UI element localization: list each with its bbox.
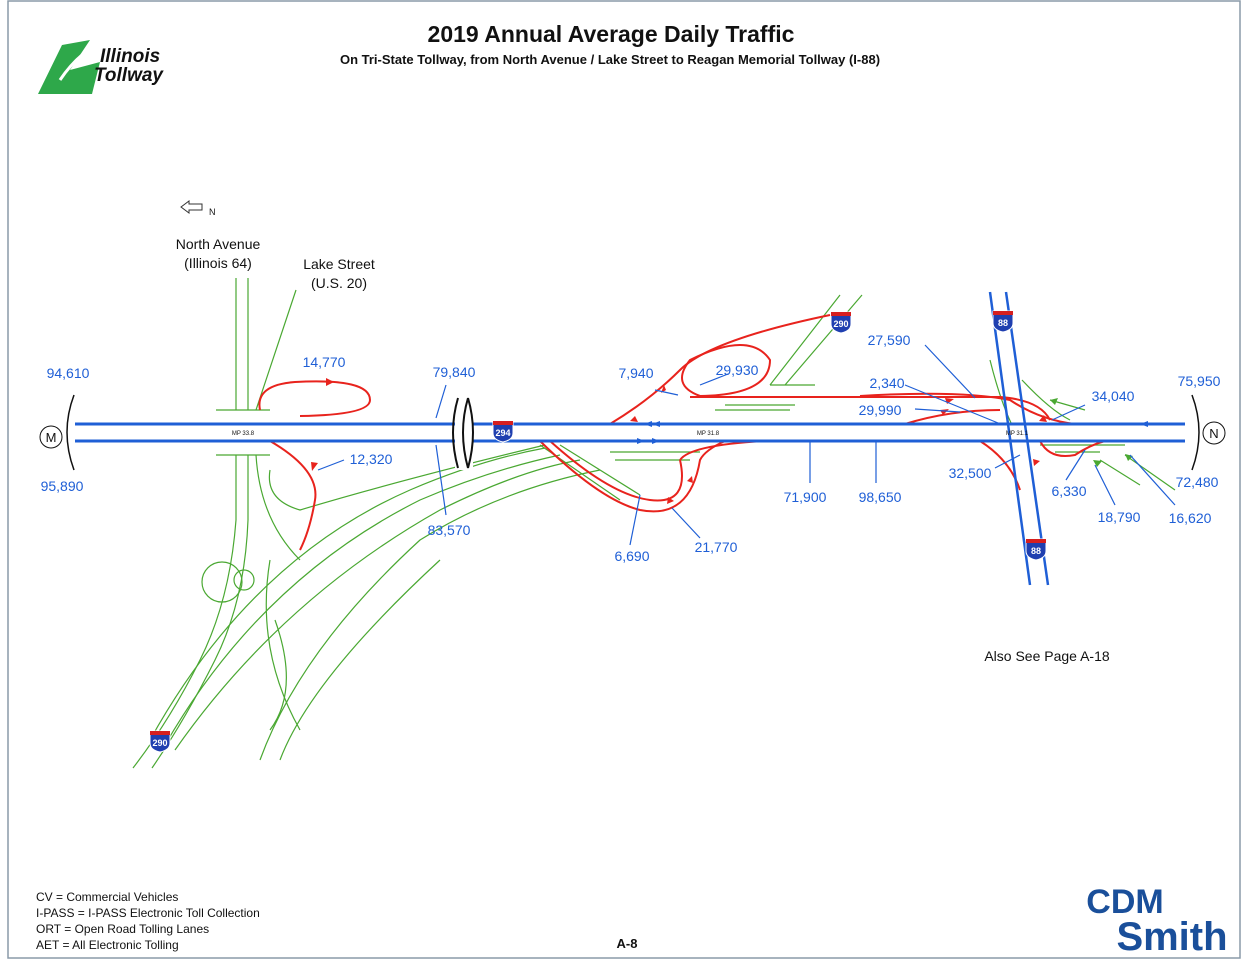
traffic-count: 29,930 — [716, 362, 759, 378]
company-logo: CDM — [1086, 883, 1163, 921]
traffic-count: 21,770 — [695, 539, 738, 555]
legend-item: CV = Commercial Vehicles — [36, 890, 178, 904]
traffic-count: 12,320 — [350, 451, 393, 467]
legend-item: I-PASS = I-PASS Electronic Toll Collecti… — [36, 906, 260, 920]
road-label: North Avenue — [176, 236, 261, 252]
traffic-count: 98,650 — [859, 489, 902, 505]
traffic-count: 34,040 — [1092, 388, 1135, 404]
traffic-count: 32,500 — [949, 465, 992, 481]
traffic-count: 71,900 — [784, 489, 827, 505]
road-label: (U.S. 20) — [311, 275, 367, 291]
traffic-count: 2,340 — [869, 375, 904, 391]
page-number: A-8 — [617, 936, 638, 951]
map-line — [988, 291, 1050, 586]
traffic-count: 79,840 — [433, 364, 476, 380]
shield-number: 294 — [495, 428, 510, 438]
map-line — [216, 278, 297, 456]
map-line — [644, 421, 660, 444]
traffic-count: 18,790 — [1098, 509, 1141, 525]
traffic-count: 7,940 — [618, 365, 653, 381]
shield — [149, 730, 171, 753]
milepost: MP 31.8 — [697, 431, 720, 437]
shield-top — [831, 312, 851, 316]
shield-top — [150, 731, 170, 735]
map-line — [255, 444, 546, 561]
map-line — [7, 0, 1241, 959]
traffic-count: 29,990 — [859, 402, 902, 418]
endpoint-label: N — [1209, 426, 1218, 441]
map-line — [715, 294, 863, 411]
map-line — [258, 380, 372, 417]
traffic-count: 6,690 — [614, 548, 649, 564]
map-line — [66, 394, 1200, 471]
shield — [1025, 538, 1047, 561]
map-line — [539, 444, 700, 501]
map-line — [681, 344, 772, 397]
shield-top — [1026, 539, 1046, 543]
traffic-count: 94,610 — [47, 365, 90, 381]
traffic-count: 75,950 — [1178, 373, 1221, 389]
map-line — [269, 440, 317, 551]
road-label: (Illinois 64) — [184, 255, 252, 271]
map-line — [180, 200, 203, 214]
shield-number: 290 — [152, 738, 167, 748]
map-line — [265, 559, 301, 731]
note: Also See Page A-18 — [984, 648, 1110, 664]
traffic-count: 27,590 — [868, 332, 911, 348]
shield — [992, 310, 1014, 333]
group: CV = Commercial Vehicles I-PASS = I-PASS … — [36, 890, 260, 952]
legend-item: AET = All Electronic Tolling — [36, 938, 179, 952]
title: 2019 Annual Average Daily Traffic — [428, 21, 795, 47]
company-logo: Smith — [1116, 915, 1227, 959]
map-line — [317, 344, 1176, 546]
map-line — [690, 392, 1076, 425]
map-line — [539, 440, 726, 513]
map-line — [233, 569, 255, 591]
shield-number: 88 — [1031, 546, 1041, 556]
map-line — [269, 559, 441, 761]
traffic-count: 16,620 — [1169, 510, 1212, 526]
map-line — [201, 561, 243, 603]
road-label: Lake Street — [303, 256, 375, 272]
map-line — [149, 447, 561, 746]
shield — [830, 311, 852, 334]
traffic-count: 14,770 — [303, 354, 346, 370]
shield — [492, 420, 514, 443]
shield-number: 290 — [833, 319, 848, 329]
shield-top — [493, 421, 513, 425]
milepost: MP 31.1 — [1006, 431, 1029, 437]
map-line — [609, 314, 831, 425]
logo-text: Illinois — [100, 46, 160, 67]
traffic-count: 72,480 — [1176, 474, 1219, 490]
north-label: N — [209, 207, 216, 217]
map-line — [39, 425, 63, 449]
endpoint-label: M — [46, 430, 57, 445]
traffic-count: 6,330 — [1051, 483, 1086, 499]
map-line — [1202, 421, 1226, 445]
legend-item: ORT = Open Road Tolling Lanes — [36, 922, 209, 936]
shield-number: 88 — [998, 318, 1008, 328]
subtitle: On Tri-State Tollway, from North Avenue … — [340, 52, 880, 67]
shield-top — [993, 311, 1013, 315]
traffic-count: 95,890 — [41, 478, 84, 494]
map-line — [58, 36, 111, 81]
map-line — [452, 397, 474, 469]
traffic-count: 83,570 — [428, 522, 471, 538]
logo-text: Tollway — [94, 65, 164, 86]
map-line — [174, 459, 601, 761]
milepost: MP 33.8 — [232, 431, 255, 437]
